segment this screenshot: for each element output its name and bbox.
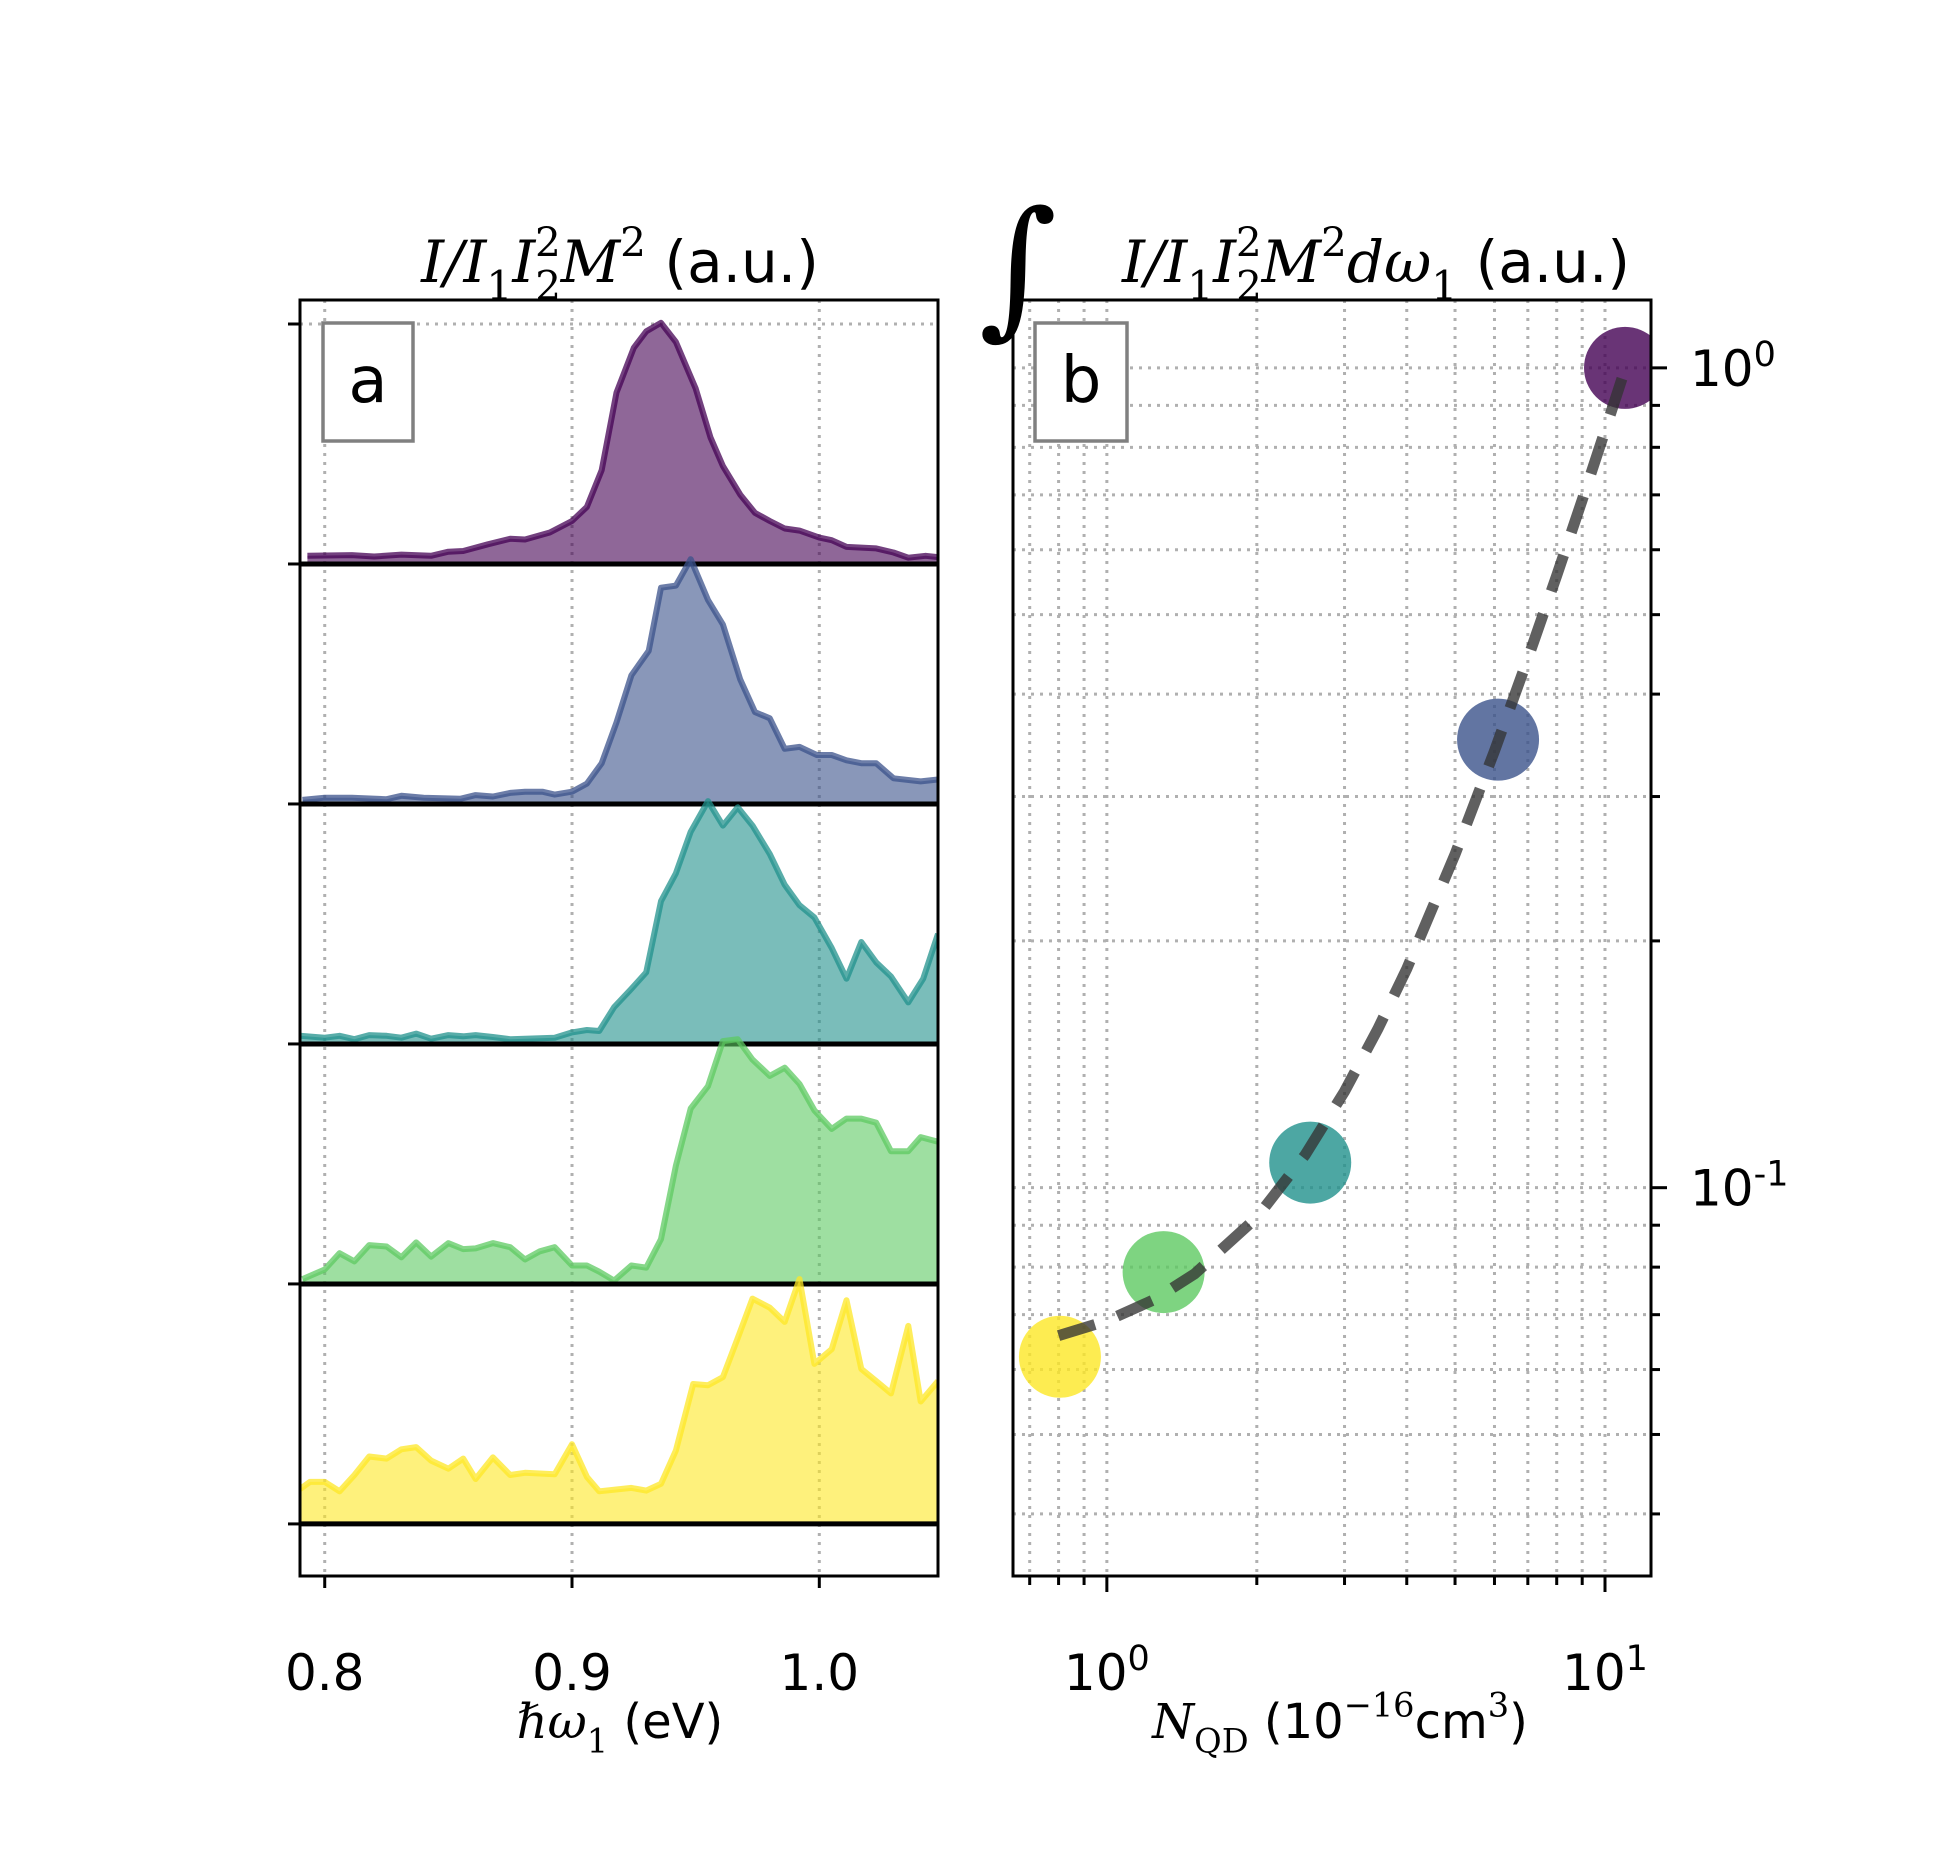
chart-title-part: 1 xyxy=(1431,261,1457,309)
panel-label-box xyxy=(321,321,415,443)
spectrum-line xyxy=(307,319,938,561)
chart-title-part: 2 xyxy=(1321,218,1347,266)
tick-base: 10 xyxy=(1690,1160,1754,1218)
x-axis-label-part: 1 xyxy=(587,1721,608,1760)
chart-title-part: 1 xyxy=(486,261,512,309)
chart-title: I/I1I22M2 (a.u.) xyxy=(420,218,819,310)
spectrum-fill xyxy=(307,322,938,564)
tick-exponent: 0 xyxy=(1128,1639,1150,1679)
fit-line xyxy=(1056,367,1631,1341)
data-point xyxy=(1018,1315,1101,1398)
x-axis-label-part: cm xyxy=(1415,1694,1488,1750)
title-integral-sign: ∫ xyxy=(979,180,1057,354)
spectrum-fill xyxy=(300,801,938,1044)
tick-exponent: 0 xyxy=(1754,335,1776,375)
x-tick-label: 100 xyxy=(1064,1639,1150,1702)
panel-label: a xyxy=(348,344,387,418)
x-axis-label-part: QD xyxy=(1194,1721,1248,1760)
x-tick-label: 0.9 xyxy=(532,1644,612,1702)
x-axis-label-part: −16 xyxy=(1344,1685,1415,1724)
spectrum-fill xyxy=(302,1039,938,1284)
chart-title: I/I1I22M2dω1 (a.u.) xyxy=(1121,218,1630,310)
spectrum-line xyxy=(300,1276,938,1495)
x-axis-label: ℏω1 (eV) xyxy=(517,1694,724,1760)
chart-title-part: I xyxy=(1212,228,1237,296)
x-axis-label-part: N xyxy=(1151,1694,1196,1750)
spectrum-line xyxy=(301,1036,938,1284)
data-point xyxy=(1122,1231,1205,1314)
x-axis-label-part: ℏω xyxy=(517,1694,587,1750)
x-tick-label: 101 xyxy=(1562,1639,1648,1702)
tick-base: 10 xyxy=(1690,340,1754,398)
tick-base: 10 xyxy=(1562,1644,1626,1702)
chart-title-part: (a.u.) xyxy=(1457,228,1630,296)
data-point xyxy=(1584,326,1651,409)
chart-title-part: (a.u.) xyxy=(646,228,819,296)
panel-a: 0.8 0.9 1.0aI/I1I22M2 (a.u.)ℏω1 (eV) xyxy=(285,218,940,1760)
chart-title-part: 2 xyxy=(1236,261,1262,309)
spectra xyxy=(300,319,938,1527)
x-axis-label-part: 3 xyxy=(1488,1685,1509,1724)
chart-title-part: 2 xyxy=(535,218,561,266)
x-axis-label: NQD (10−16cm3) xyxy=(1151,1685,1528,1760)
chart-title-part: 2 xyxy=(620,218,646,266)
chart-title-part: 1 xyxy=(1187,261,1213,309)
tick-exponent: -1 xyxy=(1754,1155,1789,1195)
x-axis-label-part: ) xyxy=(1509,1694,1528,1750)
chart-title-part: I/I xyxy=(420,228,487,296)
chart-title-part: I xyxy=(511,228,536,296)
axes-frame xyxy=(1011,298,1653,1578)
chart-title-part: 2 xyxy=(535,261,561,309)
x-axis-label-part: (eV) xyxy=(608,1694,723,1750)
chart-title-part: I/I xyxy=(1121,228,1188,296)
x-axis-label-part: (10 xyxy=(1249,1694,1344,1750)
chart-title-part: 2 xyxy=(1236,218,1262,266)
spectrum-line xyxy=(302,556,938,803)
x-tick-label: 0.8 xyxy=(285,1644,365,1702)
spectrum-line xyxy=(300,798,938,1043)
chart-title-part: M xyxy=(560,228,622,296)
plot-area xyxy=(1018,326,1651,1398)
axes-frame xyxy=(298,298,940,1578)
tick-exponent: 1 xyxy=(1626,1639,1648,1679)
y-tick-label: 100 xyxy=(1690,335,1776,398)
panel-label-box xyxy=(1033,321,1129,443)
y-tick-label: 10-1 xyxy=(1690,1155,1789,1218)
spectrum-fill xyxy=(302,559,938,804)
x-tick-label: 1.0 xyxy=(780,1644,860,1702)
panel-label: b xyxy=(1061,344,1102,418)
chart-title-part: dω xyxy=(1347,228,1431,296)
chart-title-part: M xyxy=(1261,228,1323,296)
tick-base: 10 xyxy=(1064,1644,1128,1702)
